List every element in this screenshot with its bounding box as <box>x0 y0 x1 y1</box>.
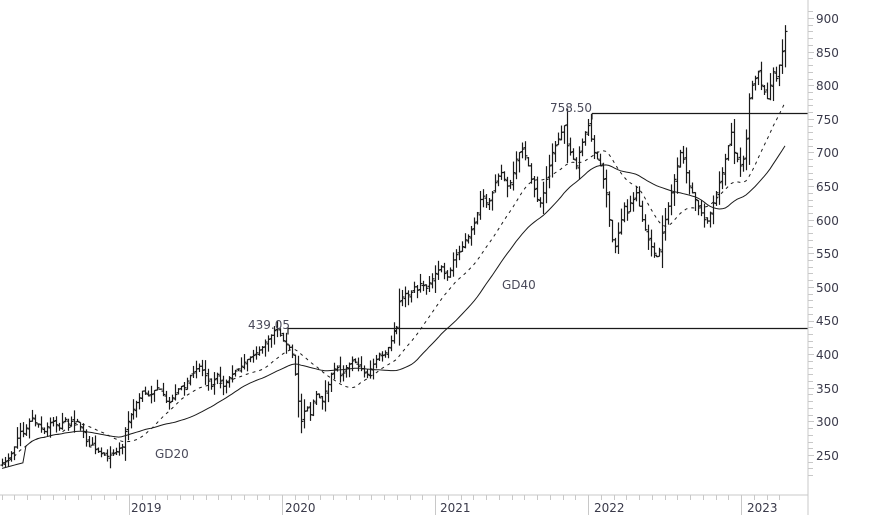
y-label-400: 400 <box>816 348 839 362</box>
y-label-800: 800 <box>816 79 839 93</box>
gd20-label: GD20 <box>155 447 189 461</box>
y-label-550: 550 <box>816 247 839 261</box>
y-label-850: 850 <box>816 46 839 60</box>
level-label-758: 758.50 <box>550 101 592 115</box>
y-label-350: 350 <box>816 382 839 396</box>
y-label-600: 600 <box>816 214 839 228</box>
y-label-750: 750 <box>816 113 839 127</box>
support-resistance-lines <box>287 112 808 335</box>
y-label-450: 450 <box>816 314 839 328</box>
x-axis-ticks <box>2 495 780 515</box>
plot-area <box>0 25 788 469</box>
y-label-650: 650 <box>816 180 839 194</box>
level-label-439: 439.05 <box>248 318 290 332</box>
y-axis-ticks <box>808 11 814 476</box>
x-label-2022: 2022 <box>594 501 625 515</box>
x-label-2021: 2021 <box>440 501 471 515</box>
x-axis-labels: 2019 2020 2021 2022 2023 <box>131 501 778 515</box>
gd40-line <box>1 145 786 469</box>
y-label-250: 250 <box>816 449 839 463</box>
y-label-300: 300 <box>816 415 839 429</box>
gd40-label: GD40 <box>502 278 536 292</box>
moving-averages <box>1 102 786 469</box>
y-label-500: 500 <box>816 281 839 295</box>
gd20-line <box>1 102 786 464</box>
y-label-700: 700 <box>816 146 839 160</box>
x-label-2020: 2020 <box>285 501 316 515</box>
y-axis-labels: 900 850 800 750 700 650 600 550 500 450 … <box>816 12 839 463</box>
x-label-2019: 2019 <box>131 501 162 515</box>
x-label-2023: 2023 <box>747 501 778 515</box>
y-label-900: 900 <box>816 12 839 26</box>
